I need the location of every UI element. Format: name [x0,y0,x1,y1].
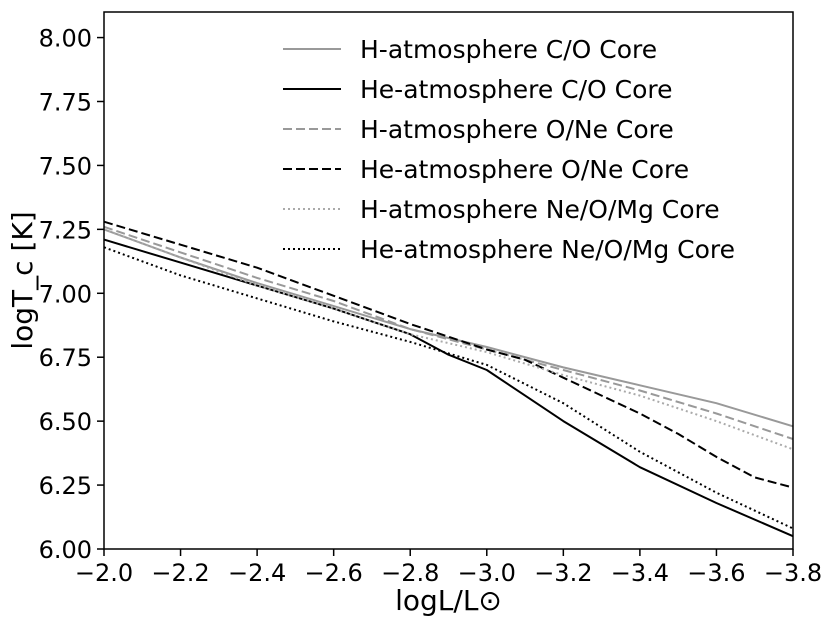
series-line-3 [103,225,794,440]
legend-label: He-atmosphere C/O Core [360,75,673,104]
x-tick-label: −2.2 [151,559,209,587]
x-tick-label: −3.8 [764,559,822,587]
legend-label: He-atmosphere Ne/O/Mg Core [360,235,735,264]
y-axis: 6.00 6.25 6.50 6.75 7.00 7.25 7.50 7.75 8.00 [39,25,104,564]
series-line-5 [103,228,794,451]
x-tick-label: −2.6 [305,559,363,587]
x-axis: −2.0 −2.2 −2.4 −2.6 −2.8 −3.0 −3.2 −3.4 −3.6 −3.8 [75,549,822,587]
y-tick-label: 7.50 [39,152,92,180]
series-line-1 [103,228,794,428]
y-tick-label: 6.25 [39,472,92,500]
y-axis-label: logT_c [K] [6,211,39,349]
x-tick-label: −3.0 [458,559,516,587]
series-line-2 [103,238,794,538]
y-tick-label: 6.50 [39,408,92,436]
y-tick-label: 6.75 [39,344,92,372]
legend-label: He-atmosphere O/Ne Core [360,155,689,184]
y-tick-label: 7.25 [39,216,92,244]
x-tick-label: −2.0 [75,559,133,587]
x-tick-label: −3.4 [611,559,669,587]
x-tick-label: −2.4 [228,559,286,587]
legend-label: H-atmosphere O/Ne Core [360,115,674,144]
series-line-4 [103,220,794,489]
legend: H-atmosphere C/O Core He-atmosphere C/O C… [283,35,735,264]
x-axis-label: logL/L⊙ [395,584,502,617]
x-tick-label: −2.8 [381,559,439,587]
series-line-6 [103,246,794,530]
series-layer [103,220,794,538]
y-tick-label: 7.75 [39,89,92,117]
y-tick-label: 8.00 [39,25,92,53]
legend-label: H-atmosphere Ne/O/Mg Core [360,195,720,224]
x-tick-label: −3.2 [534,559,592,587]
y-tick-label: 6.00 [39,536,92,564]
legend-label: H-atmosphere C/O Core [360,35,657,64]
plot-area-frame [103,11,794,550]
y-tick-label: 7.00 [39,280,92,308]
x-tick-label: −3.6 [687,559,745,587]
